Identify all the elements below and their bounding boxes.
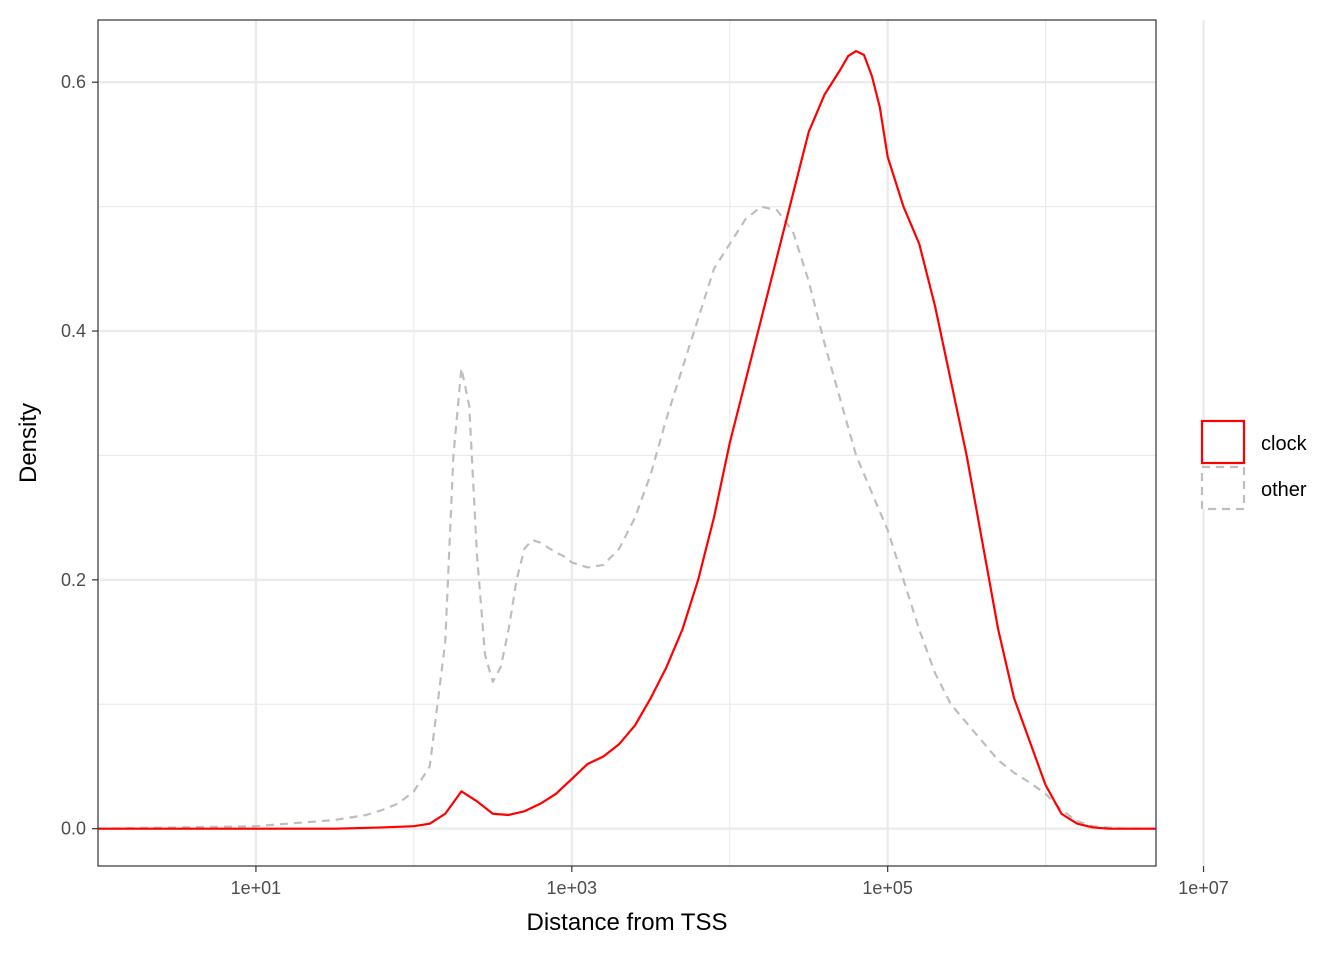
y-axis-title: Density — [15, 403, 42, 483]
y-tick-label: 0.6 — [61, 72, 86, 92]
series-layer — [97, 50, 1156, 830]
x-tick-label: 1e+05 — [862, 878, 913, 898]
legend-label-clock: clock — [1261, 433, 1308, 455]
y-tick-label: 0.4 — [61, 321, 86, 341]
y-tick-label: 0.0 — [61, 819, 86, 839]
x-tick-label: 1e+01 — [231, 878, 282, 898]
legend-key-clock — [1200, 419, 1246, 465]
plot-panel-border — [97, 19, 1157, 867]
x-axis-title: Distance from TSS — [527, 909, 728, 936]
legend: clock other — [1200, 419, 1308, 511]
x-tick-label: 1e+03 — [547, 878, 598, 898]
y-axis: 0.0 0.2 0.4 0.6 — [61, 72, 98, 839]
legend-label-other: other — [1261, 479, 1307, 501]
legend-key-other — [1200, 465, 1246, 511]
plot-background — [98, 20, 1156, 866]
x-tick-label: 1e+07 — [1178, 878, 1229, 898]
series-line-other — [97, 205, 1156, 830]
series-line-clock — [98, 50, 1156, 830]
x-axis: 1e+01 1e+03 1e+05 1e+07 — [231, 866, 1229, 898]
y-tick-label: 0.2 — [61, 570, 86, 590]
